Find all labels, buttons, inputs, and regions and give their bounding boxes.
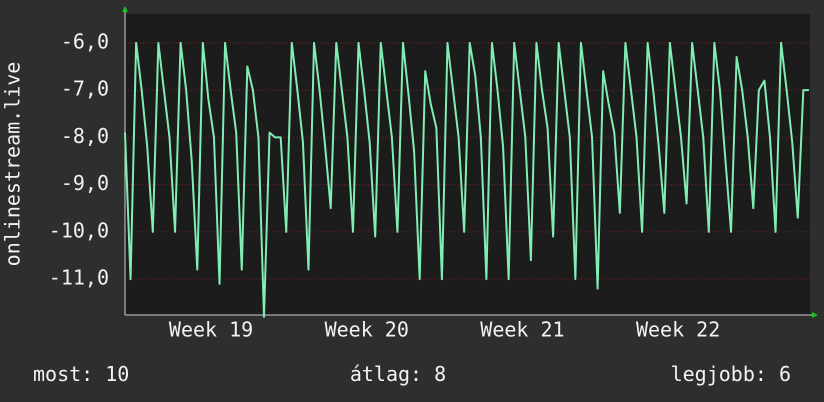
footer-value: 10 bbox=[105, 362, 129, 386]
footer-label: átlag: bbox=[350, 362, 422, 386]
plot-area bbox=[125, 14, 810, 315]
y-tick-label: -9,0 bbox=[61, 171, 109, 195]
x-axis-arrow bbox=[812, 312, 818, 318]
footer-value: 6 bbox=[779, 362, 791, 386]
footer-label: most: bbox=[33, 362, 93, 386]
y-tick-label: -7,0 bbox=[61, 77, 109, 101]
footer-label: legjobb: bbox=[671, 362, 767, 386]
footer-item: átlag: 8 bbox=[350, 362, 446, 386]
x-tick-label: Week 21 bbox=[480, 318, 564, 342]
x-tick-label: Week 19 bbox=[169, 318, 253, 342]
y-tick-label: -11,0 bbox=[49, 266, 109, 290]
y-tick-label: -8,0 bbox=[61, 124, 109, 148]
y-axis-label: onlinestream.live bbox=[1, 62, 25, 267]
footer: most: 10 átlag: 8 legjobb: 6 bbox=[33, 362, 791, 386]
footer-item: legjobb: 6 bbox=[671, 362, 791, 386]
footer-value: 8 bbox=[434, 362, 446, 386]
y-tick-label: -6,0 bbox=[61, 29, 109, 53]
footer-item: most: 10 bbox=[33, 362, 129, 386]
x-tick-label: Week 22 bbox=[636, 318, 720, 342]
x-tick-label: Week 20 bbox=[325, 318, 409, 342]
y-axis-arrow bbox=[122, 6, 128, 12]
data-line bbox=[124, 41, 809, 318]
y-tick-label: -10,0 bbox=[49, 218, 109, 242]
